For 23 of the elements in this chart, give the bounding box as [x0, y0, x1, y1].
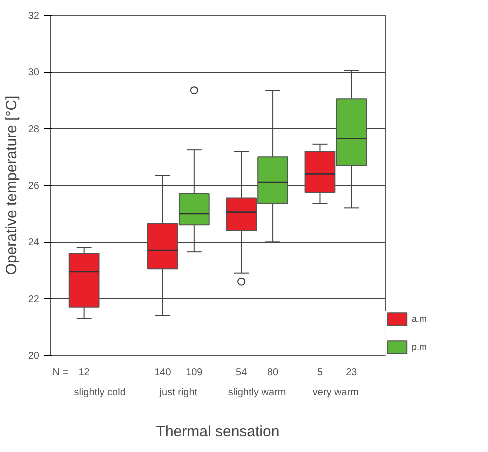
- y-axis-title: Operative temperature [°C]: [3, 96, 20, 276]
- text: 140: [154, 368, 172, 378]
- y-tick-label: 32: [28, 11, 40, 22]
- legend-label: p.m: [412, 342, 428, 352]
- y-tick-label: 20: [28, 351, 40, 362]
- text: 12: [78, 368, 90, 378]
- x-tick-label: very warm: [312, 388, 360, 398]
- text: 54: [236, 368, 248, 378]
- y-tick-label: 26: [28, 181, 40, 192]
- text: 80: [267, 368, 280, 378]
- y-tick-label: 28: [28, 124, 40, 136]
- legend-label: a.m: [412, 314, 428, 324]
- x-axis-title: Thermal sensation: [156, 424, 280, 440]
- x-tick-label: just right: [158, 388, 198, 398]
- text: N =: [52, 368, 69, 378]
- y-tick-label: 22: [28, 294, 40, 306]
- text: 109: [186, 368, 204, 378]
- x-tick-label: slightly warm: [228, 388, 286, 398]
- x-tick-label: slightly cold: [74, 388, 126, 398]
- y-tick-label: 24: [28, 238, 40, 249]
- y-tick-label: 30: [28, 68, 40, 79]
- text: 5: [317, 368, 324, 378]
- text: 23: [346, 368, 358, 378]
